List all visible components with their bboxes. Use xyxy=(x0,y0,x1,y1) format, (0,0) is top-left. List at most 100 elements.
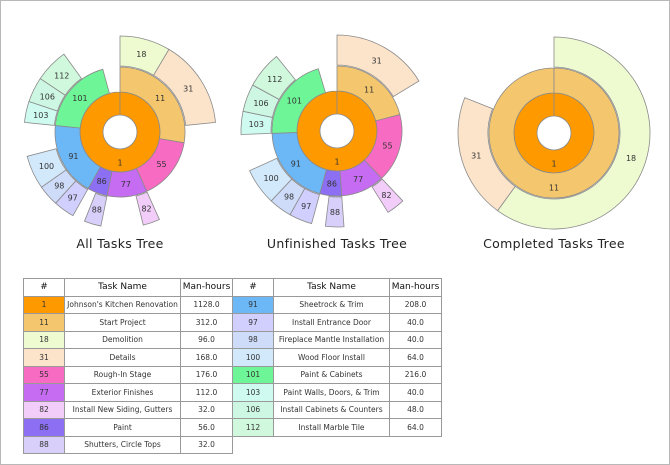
wedge-label-88: 88 xyxy=(330,208,340,217)
chart-title-unfinished: Unfinished Tasks Tree xyxy=(266,236,408,251)
wedge-112[interactable] xyxy=(39,53,83,96)
man-hours: 40.0 xyxy=(389,313,442,332)
wedge-label-101: 101 xyxy=(287,96,302,105)
column-header: Man-hours xyxy=(389,278,442,297)
legend-table-left: # Task Name Man-hours 1 Johnson's Kitchen Re… xyxy=(23,278,233,454)
man-hours: 64.0 xyxy=(389,418,442,437)
column-header: Man-hours xyxy=(180,278,233,297)
task-id: 103 xyxy=(232,383,274,402)
man-hours: 112.0 xyxy=(180,383,233,402)
man-hours: 208.0 xyxy=(389,295,442,314)
man-hours: 96.0 xyxy=(180,330,233,349)
table-row: 11 Start Project 312.0 xyxy=(23,313,233,332)
wedge-label-106: 106 xyxy=(253,99,268,108)
table-row: 88 Shutters, Circle Tops 32.0 xyxy=(23,435,233,454)
wedge-label-11: 11 xyxy=(155,94,165,103)
task-id: 88 xyxy=(23,435,65,454)
task-name: Johnson's Kitchen Renovation xyxy=(64,295,181,314)
task-name: Paint Walls, Doors, & Trim xyxy=(273,383,390,402)
table-row: 97 Install Entrance Door 40.0 xyxy=(232,313,442,332)
wedge-label-86: 86 xyxy=(97,177,107,186)
wedge-82[interactable] xyxy=(371,178,404,213)
task-name: Demolition xyxy=(64,330,181,349)
task-id: 112 xyxy=(232,418,274,437)
wedge-label-100: 100 xyxy=(263,174,278,183)
sunburst-charts: 1111831557782868891979810010110310611211… xyxy=(24,34,651,230)
table-row: 100 Wood Floor Install 64.0 xyxy=(232,348,442,367)
wedge-101[interactable] xyxy=(54,68,110,129)
wedge-label-91: 91 xyxy=(291,160,301,169)
wedge-101[interactable] xyxy=(271,68,326,134)
task-name: Sheetrock & Trim xyxy=(273,295,390,314)
table-row: 18 Demolition 96.0 xyxy=(23,330,233,349)
task-name: Install Marble Tile xyxy=(273,418,390,437)
wedge-label-88: 88 xyxy=(92,206,102,215)
wedge-label-11: 11 xyxy=(364,85,374,94)
wedge-100[interactable] xyxy=(26,148,67,188)
task-id: 18 xyxy=(23,330,65,349)
wedge-label-103: 103 xyxy=(249,120,264,129)
wedge-18[interactable] xyxy=(497,36,651,230)
wedge-label-55: 55 xyxy=(382,142,392,151)
task-name: Install Cabinets & Counters xyxy=(273,400,390,419)
wedge-112[interactable] xyxy=(252,55,296,100)
task-id: 31 xyxy=(23,348,65,367)
table-row: 86 Paint 56.0 xyxy=(23,418,233,437)
chart-title-completed: Completed Tasks Tree xyxy=(483,236,625,251)
wedge-label-77: 77 xyxy=(121,180,131,189)
task-id: 98 xyxy=(232,330,274,349)
task-name: Exterior Finishes xyxy=(64,383,181,402)
wedge-label-18: 18 xyxy=(626,154,636,163)
task-name: Install New Siding, Gutters xyxy=(64,400,181,419)
task-name: Install Entrance Door xyxy=(273,313,390,332)
column-header: # xyxy=(232,278,274,297)
task-name: Paint xyxy=(64,418,181,437)
wedge-label-97: 97 xyxy=(68,194,78,203)
task-name: Rough-In Stage xyxy=(64,365,181,384)
table-row: 82 Install New Siding, Gutters 32.0 xyxy=(23,400,233,419)
man-hours: 312.0 xyxy=(180,313,233,332)
wedge-label-106: 106 xyxy=(40,92,55,101)
man-hours: 176.0 xyxy=(180,365,233,384)
wedge-label-86: 86 xyxy=(327,179,337,188)
table-row: 91 Sheetrock & Trim 208.0 xyxy=(232,295,442,314)
wedge-label-91: 91 xyxy=(68,152,78,161)
task-id: 91 xyxy=(232,295,274,314)
task-name: Shutters, Circle Tops xyxy=(64,435,181,454)
wedge-label-82: 82 xyxy=(141,205,151,214)
wedge-88[interactable] xyxy=(324,196,345,228)
task-id: 106 xyxy=(232,400,274,419)
wedge-11[interactable] xyxy=(488,67,620,199)
man-hours: 168.0 xyxy=(180,348,233,367)
table-row: 106 Install Cabinets & Counters 48.0 xyxy=(232,400,442,419)
task-id: 11 xyxy=(23,313,65,332)
wedge-label-112: 112 xyxy=(267,75,282,84)
wedge-88[interactable] xyxy=(83,192,108,227)
legend-table-right: # Task Name Man-hours 91 Sheetrock & Trim 208… xyxy=(232,278,442,437)
wedge-100[interactable] xyxy=(249,157,293,202)
wedge-label-101: 101 xyxy=(72,94,87,103)
wedge-31[interactable] xyxy=(457,97,516,212)
man-hours: 32.0 xyxy=(180,400,233,419)
column-header: Task Name xyxy=(273,278,390,297)
wedge-label-18: 18 xyxy=(136,50,146,59)
man-hours: 40.0 xyxy=(389,383,442,402)
task-id: 1 xyxy=(23,295,65,314)
table-row: 101 Paint & Cabinets 216.0 xyxy=(232,365,442,384)
wedge-label-1: 1 xyxy=(334,158,339,167)
wedge-label-31: 31 xyxy=(372,56,382,65)
wedge-label-31: 31 xyxy=(183,84,193,93)
task-id: 82 xyxy=(23,400,65,419)
wedge-31[interactable] xyxy=(336,34,420,98)
column-header: Task Name xyxy=(64,278,181,297)
wedge-31[interactable] xyxy=(153,48,216,126)
wedge-label-82: 82 xyxy=(381,191,391,200)
wedge-82[interactable] xyxy=(135,191,160,226)
wedge-label-77: 77 xyxy=(353,175,363,184)
task-name: Paint & Cabinets xyxy=(273,365,390,384)
task-id: 97 xyxy=(232,313,274,332)
